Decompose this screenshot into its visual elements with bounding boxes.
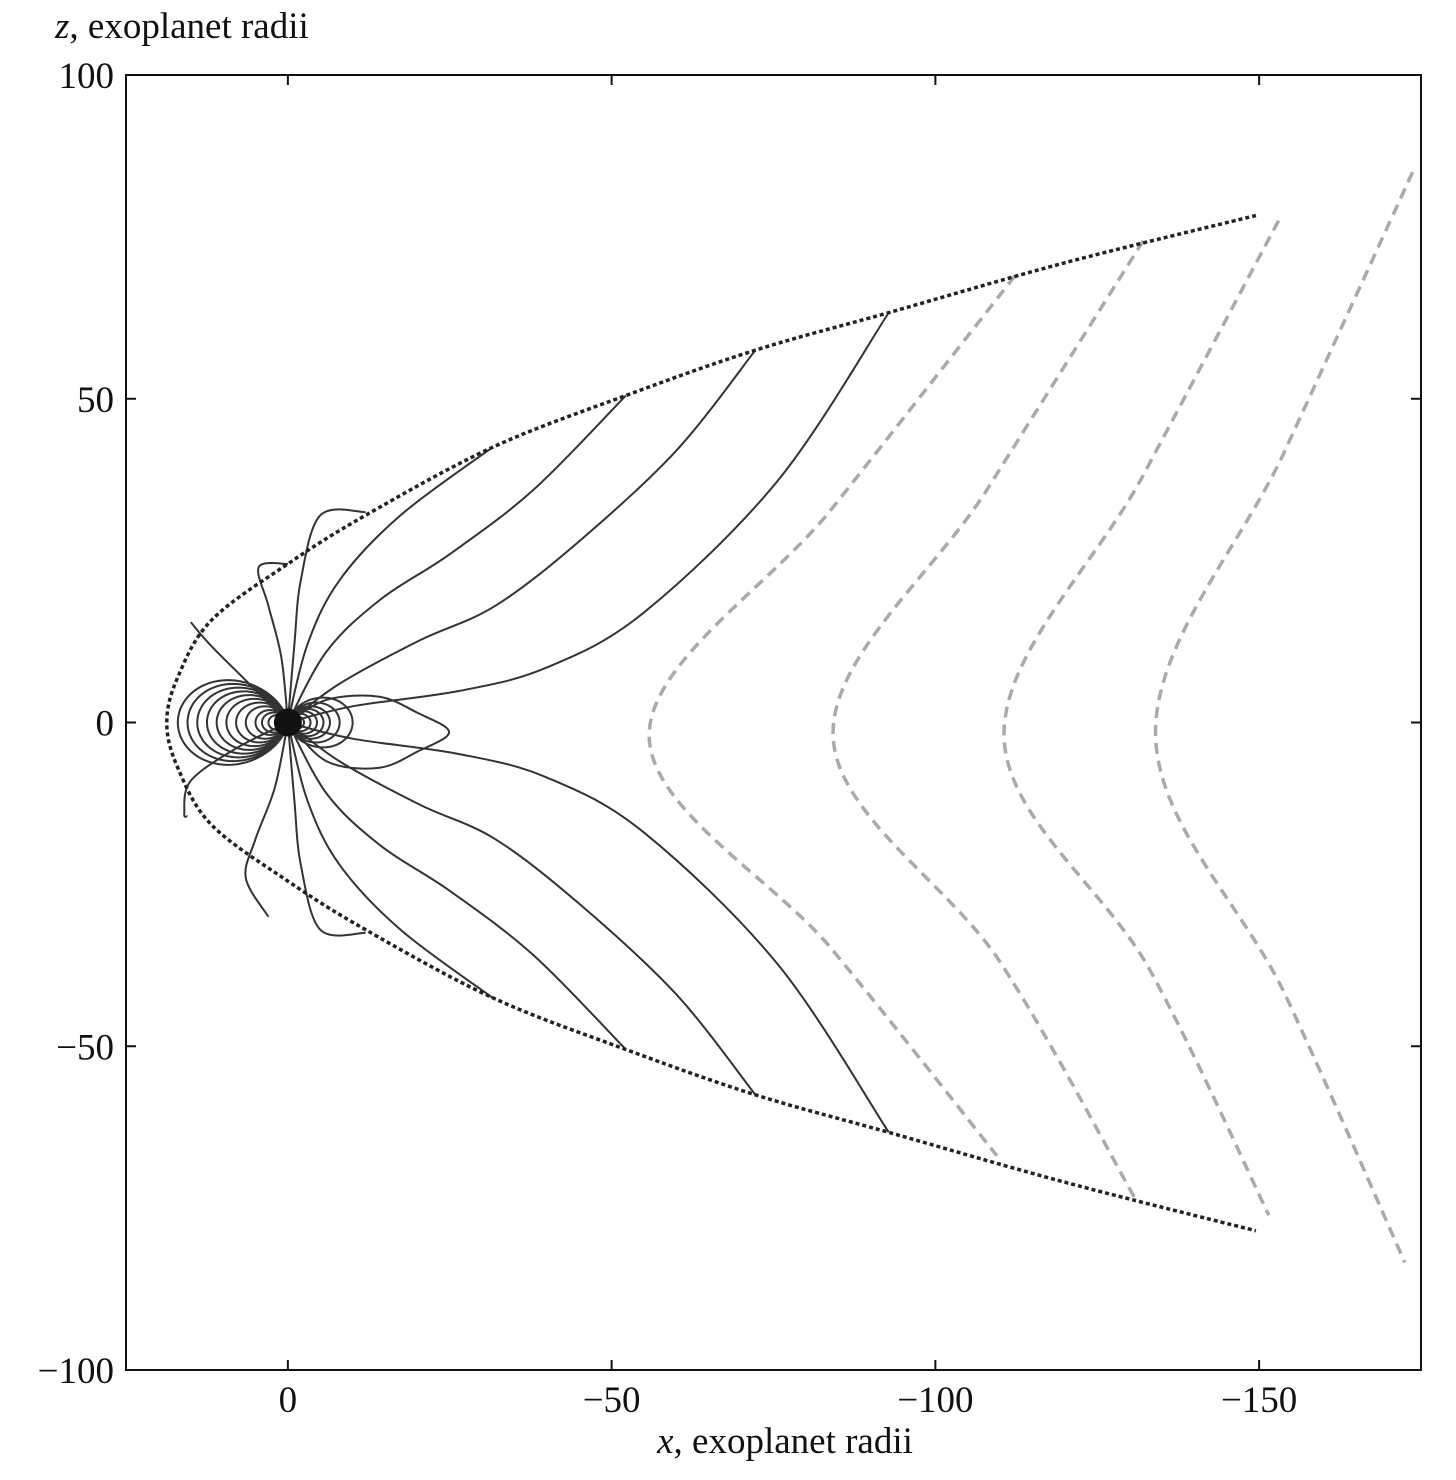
open-field-line-2 bbox=[287, 349, 757, 724]
y-tick-label: −50 bbox=[56, 1027, 114, 1068]
open-field-line-5 bbox=[286, 508, 366, 723]
plot-frame bbox=[125, 74, 1422, 1371]
open-field-line-14 bbox=[189, 621, 289, 724]
open-field-line-11 bbox=[286, 722, 494, 999]
nightside-loop-8 bbox=[286, 696, 354, 749]
y-tick-label: 50 bbox=[77, 380, 114, 421]
x-axis-label-text: , exoplanet radii bbox=[674, 1421, 913, 1462]
magnetopause-boundary bbox=[165, 213, 1257, 1233]
dashed-line-3 bbox=[1002, 219, 1281, 1217]
open-field-line-1 bbox=[287, 312, 890, 724]
x-tick-label: −100 bbox=[897, 1380, 973, 1421]
y-axis-label: z, exoplanet radii bbox=[54, 6, 309, 47]
dashed-line-4 bbox=[1153, 171, 1415, 1264]
dayside-loop-11 bbox=[186, 682, 289, 763]
tail-closed-line bbox=[287, 694, 451, 770]
exoplanet-core bbox=[273, 708, 302, 737]
x-axis-label: x, exoplanet radii bbox=[656, 1421, 913, 1462]
y-axis-label-text: , exoplanet radii bbox=[69, 6, 308, 47]
open-field-line-9 bbox=[287, 721, 757, 1096]
dayside-loop-12 bbox=[176, 679, 289, 766]
open-field-line-15 bbox=[183, 721, 289, 818]
open-field-line-10 bbox=[286, 722, 627, 1051]
y-axis-label-var: z bbox=[54, 6, 69, 47]
open-field-line-6 bbox=[257, 562, 289, 723]
open-field-line-12 bbox=[286, 722, 366, 937]
x-tick-label: 0 bbox=[279, 1380, 298, 1421]
open-field-line-13 bbox=[244, 722, 289, 918]
x-tick-label: −50 bbox=[583, 1380, 641, 1421]
x-axis-label-var: x bbox=[656, 1421, 674, 1462]
dashed-line-2 bbox=[831, 239, 1145, 1202]
x-tick-label: −150 bbox=[1221, 1380, 1297, 1421]
axis-ticks: 0 −50 −100 −150 100 50 0 −50 −100 bbox=[38, 56, 1421, 1421]
open-field-line-4 bbox=[286, 446, 494, 723]
y-tick-label: 100 bbox=[59, 56, 115, 97]
dashed-line-1 bbox=[647, 274, 1017, 1157]
y-tick-label: −100 bbox=[38, 1351, 114, 1392]
plot-marks bbox=[165, 171, 1415, 1264]
open-field-line-3 bbox=[286, 394, 627, 723]
open-field-line-8 bbox=[287, 721, 890, 1133]
y-tick-label: 0 bbox=[96, 704, 115, 745]
